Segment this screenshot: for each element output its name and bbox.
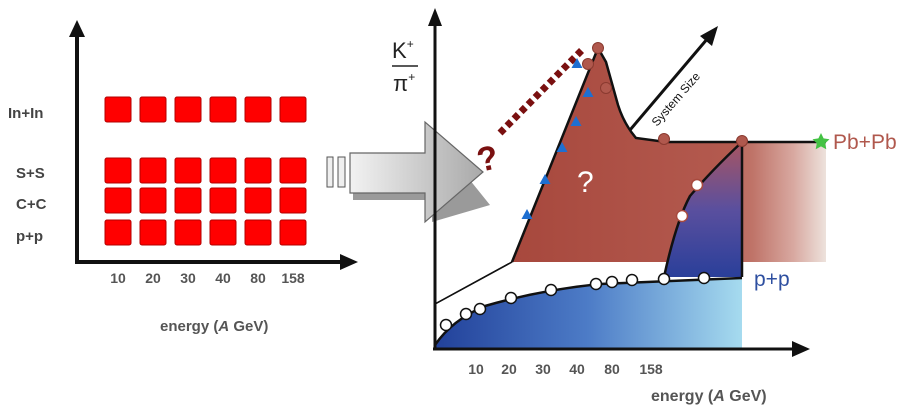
triangle-marker (556, 142, 568, 152)
pbpb-dot (582, 58, 594, 70)
system-energy-square (244, 219, 272, 246)
right-energy-tick: 40 (569, 361, 585, 377)
left-energy-ticks: 10 20 30 40 80 158 (110, 270, 305, 286)
system-energy-square (139, 96, 167, 123)
system-energy-square (104, 187, 132, 214)
pbpb-label: Pb+Pb (833, 131, 897, 154)
left-energy-tick: 30 (180, 270, 196, 286)
right-energy-tick: 20 (501, 361, 517, 377)
right-x-axis-label: energy (A GeV) (651, 388, 767, 405)
system-energy-square (209, 219, 237, 246)
system-energy-square (104, 219, 132, 246)
left-panel: In+In S+S C+C p+p 10 20 30 40 80 158 ene… (8, 20, 358, 335)
region-question-mark: ? (577, 166, 594, 199)
floor-line-lower (434, 261, 513, 305)
triangle-marker (521, 209, 533, 219)
right-energy-tick: 30 (535, 361, 551, 377)
energy-system-grid (104, 96, 307, 246)
left-energy-tick: 20 (145, 270, 161, 286)
triangle-marker (582, 87, 594, 97)
system-energy-square (279, 157, 307, 184)
left-x-axis-arrowhead (340, 254, 358, 270)
system-energy-square (104, 96, 132, 123)
triangle-marker (571, 58, 583, 68)
transition-dot (690, 178, 704, 192)
arrow-body (349, 120, 484, 224)
left-system-labels: In+In S+S C+C p+p (8, 105, 47, 245)
system-energy-square (279, 219, 307, 246)
pbpb-triangle-markers (521, 58, 594, 219)
arrow-stripe (337, 156, 346, 188)
right-energy-tick: 10 (468, 361, 484, 377)
system-energy-square (244, 157, 272, 184)
system-energy-square (209, 187, 237, 214)
pbpb-circle-markers (582, 42, 748, 147)
pp-dot (504, 291, 518, 305)
system-energy-square (139, 219, 167, 246)
transition-curve (662, 139, 744, 278)
transition-circle-markers (675, 178, 704, 223)
ylabel-denominator: π+ (393, 70, 415, 96)
left-energy-tick: 40 (215, 270, 231, 286)
system-energy-square (174, 219, 202, 246)
pp-dot (625, 273, 639, 287)
system-label-in-in: In+In (8, 105, 43, 122)
right-energy-tick: 158 (639, 361, 663, 377)
right-y-axis-arrowhead (428, 8, 442, 26)
pp-region (435, 278, 742, 348)
system-energy-square (279, 187, 307, 214)
arrow-stripe (326, 156, 334, 188)
pp-dot (473, 302, 487, 316)
right-panel: K+ π+ System Size ? ? Pb+Pb p+p 10 20 30… (392, 8, 897, 405)
pbpb-dot (658, 133, 670, 145)
left-x-axis-label: energy (A GeV) (160, 318, 268, 335)
system-label-p-p: p+p (16, 228, 43, 245)
system-size-axis (628, 37, 710, 131)
system-energy-square (244, 187, 272, 214)
system-size-axis-arrowhead (700, 26, 718, 46)
system-energy-square (174, 157, 202, 184)
left-energy-tick: 80 (250, 270, 266, 286)
pp-dot (657, 272, 671, 286)
left-energy-tick: 10 (110, 270, 126, 286)
system-energy-square (244, 96, 272, 123)
system-energy-square (209, 96, 237, 123)
system-label-s-s: S+S (16, 165, 45, 182)
triangle-marker (570, 116, 582, 126)
transition-dot (675, 209, 689, 223)
pbpb-star-marker (812, 133, 830, 150)
system-energy-square (104, 157, 132, 184)
pbpb-dot (736, 135, 748, 147)
right-y-axis-label: K+ π+ (392, 37, 418, 96)
pbpb-dot (592, 42, 604, 54)
pp-dot (697, 271, 711, 285)
pp-dot (459, 307, 473, 321)
system-label-c-c: C+C (16, 196, 47, 213)
system-energy-square (174, 96, 202, 123)
pp-dot (544, 283, 558, 297)
transition-arrow (326, 120, 490, 224)
system-energy-square (209, 157, 237, 184)
system-energy-square (139, 157, 167, 184)
system-energy-square (139, 187, 167, 214)
right-energy-ticks: 10 20 30 40 80 158 (468, 361, 663, 377)
triangle-marker (539, 174, 551, 184)
ylabel-numerator: K+ (392, 37, 414, 63)
pp-dot (605, 275, 619, 289)
right-x-axis-arrowhead (792, 341, 810, 357)
system-energy-square (279, 96, 307, 123)
pp-circle-markers (439, 271, 711, 332)
left-energy-tick: 158 (281, 270, 305, 286)
left-y-axis-arrowhead (69, 20, 85, 37)
pp-label: p+p (754, 268, 790, 291)
pbpb-left-curve (510, 45, 826, 263)
pp-dot (589, 277, 603, 291)
system-energy-square (174, 187, 202, 214)
right-energy-tick: 80 (604, 361, 620, 377)
pp-dot (439, 318, 453, 332)
pbpb-dot (600, 82, 612, 94)
transition-region (664, 142, 742, 277)
